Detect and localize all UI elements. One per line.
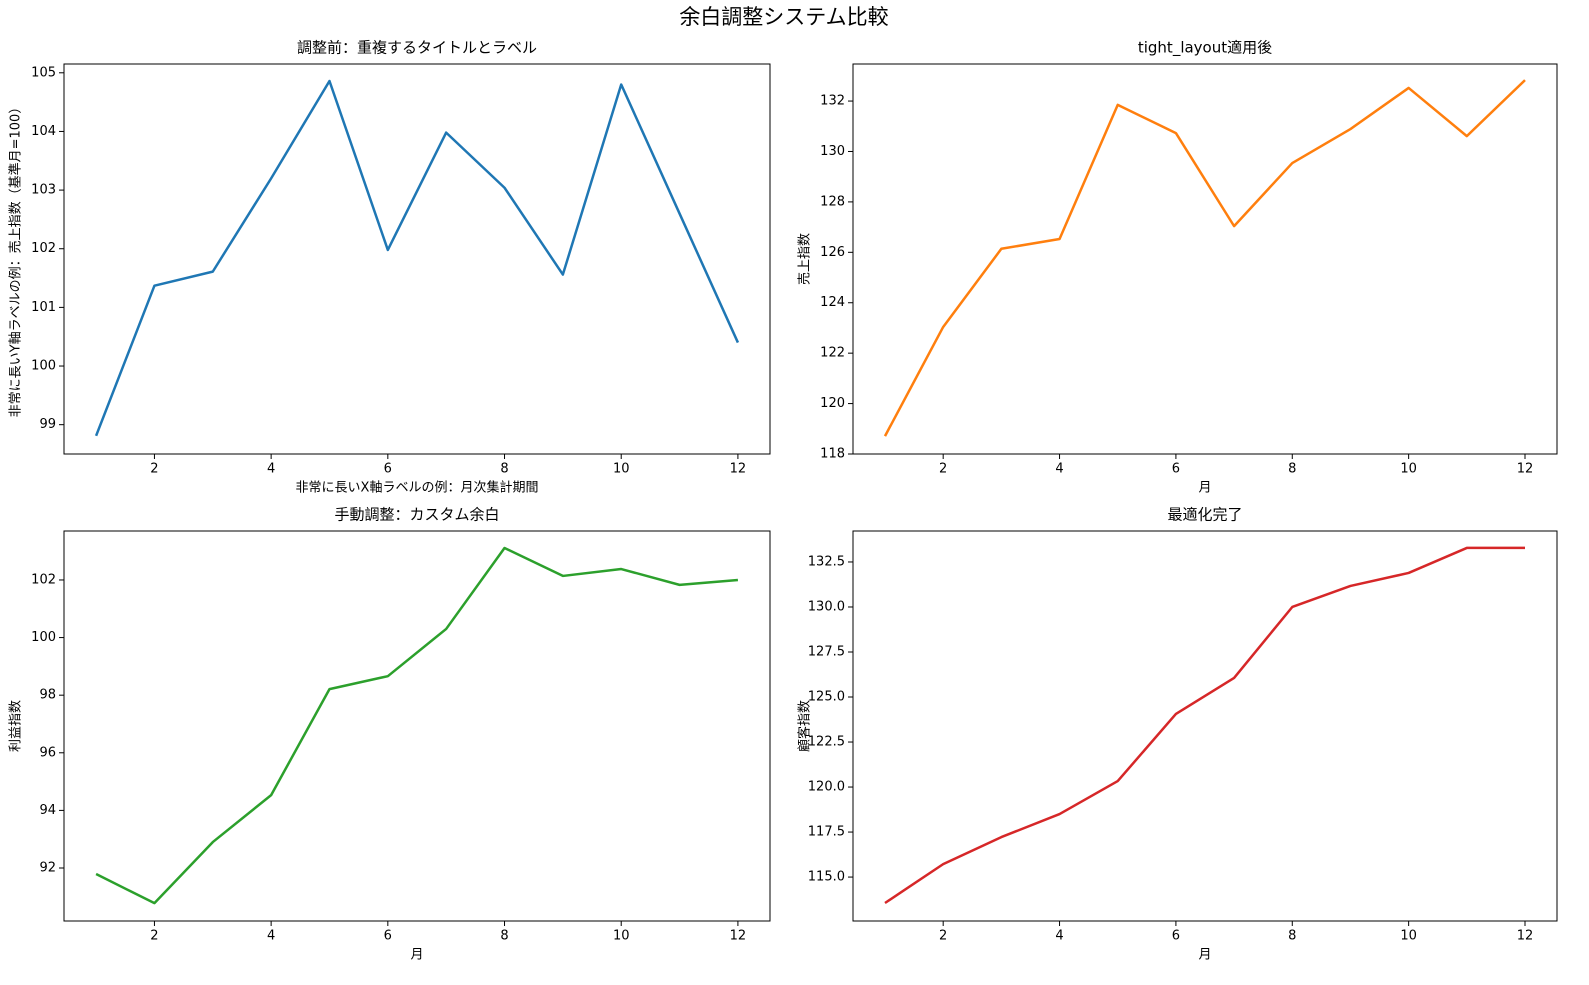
- y-tick-label: 94: [39, 803, 56, 818]
- y-tick-label: 128: [820, 194, 845, 209]
- x-axis-label: 月: [1198, 948, 1211, 963]
- y-tick-label: 122: [820, 346, 845, 361]
- y-axis-label: 非常に長いY軸ラベルの例：売上指数（基準月=100）: [8, 101, 24, 418]
- y-tick-label: 115.0: [808, 870, 845, 885]
- x-tick-label: 4: [1055, 929, 1063, 944]
- y-tick-label: 122.5: [808, 735, 845, 750]
- y-tick-label: 100: [31, 359, 56, 374]
- y-tick-label: 124: [820, 295, 845, 310]
- y-tick-label: 130: [820, 144, 845, 159]
- x-tick-label: 2: [939, 462, 947, 477]
- x-tick-label: 4: [1055, 462, 1063, 477]
- y-axis-label: 利益指数: [9, 700, 24, 752]
- x-tick-label: 6: [1172, 462, 1180, 477]
- chart-title: 最適化完了: [1167, 506, 1242, 524]
- y-tick-label: 102: [31, 572, 56, 587]
- plot-frame: [63, 530, 771, 922]
- y-tick-label: 118: [820, 447, 845, 462]
- x-tick-label: 12: [1517, 929, 1534, 944]
- x-tick-label: 4: [267, 929, 275, 944]
- y-tick-label: 99: [39, 417, 56, 432]
- data-line: [94, 79, 740, 437]
- y-tick-label: 105: [31, 65, 56, 80]
- y-tick-label: 132.5: [808, 554, 845, 569]
- x-axis-label: 非常に長いX軸ラベルの例：月次集計期間: [296, 480, 539, 496]
- x-tick-label: 8: [500, 462, 508, 477]
- x-tick-label: 4: [267, 462, 275, 477]
- x-axis-label: 月: [410, 948, 423, 963]
- x-tick-label: 6: [384, 462, 392, 477]
- y-tick-label: 130.0: [808, 599, 845, 614]
- x-axis-label: 月: [1198, 481, 1211, 496]
- y-tick-label: 132: [820, 94, 845, 109]
- x-tick-label: 2: [150, 462, 158, 477]
- y-axis-label: 売上指数: [797, 233, 813, 285]
- x-tick-label: 12: [730, 929, 747, 944]
- y-tick-label: 102: [31, 241, 56, 256]
- x-tick-label: 2: [939, 929, 947, 944]
- chart-title: 調整前：重複するタイトルとラベル: [297, 39, 537, 57]
- x-tick-label: 8: [1288, 462, 1296, 477]
- y-tick-label: 98: [39, 688, 56, 703]
- chart-title: 手動調整：カスタム余白: [334, 506, 499, 524]
- y-tick-label: 104: [31, 124, 56, 139]
- y-tick-label: 127.5: [808, 644, 845, 659]
- plot-frame: [63, 63, 771, 455]
- y-tick-label: 125.0: [808, 690, 845, 705]
- plot-frame: [852, 63, 1558, 455]
- y-axis-label: 顧客指数: [797, 700, 813, 752]
- y-tick-label: 126: [820, 245, 845, 260]
- data-line: [95, 546, 739, 905]
- x-tick-label: 12: [1517, 462, 1534, 477]
- plot-frame: [852, 530, 1558, 922]
- y-tick-label: 120: [820, 396, 845, 411]
- x-tick-label: 6: [384, 929, 392, 944]
- x-tick-label: 10: [613, 462, 630, 477]
- y-tick-label: 100: [31, 630, 56, 645]
- x-tick-label: 6: [1172, 929, 1180, 944]
- y-tick-label: 120.0: [808, 780, 845, 795]
- y-tick-label: 92: [39, 861, 56, 876]
- x-tick-label: 10: [1400, 462, 1417, 477]
- y-tick-label: 117.5: [808, 825, 845, 840]
- figure-title: 余白調整システム比較: [679, 5, 888, 29]
- data-line: [884, 546, 1525, 905]
- data-line: [883, 79, 1526, 437]
- x-tick-label: 8: [500, 929, 508, 944]
- y-tick-label: 101: [31, 300, 56, 315]
- x-tick-label: 12: [730, 462, 747, 477]
- x-tick-label: 2: [150, 929, 158, 944]
- x-tick-label: 10: [613, 929, 630, 944]
- y-tick-label: 96: [39, 745, 56, 760]
- x-tick-label: 10: [1400, 929, 1417, 944]
- y-tick-label: 103: [31, 183, 56, 198]
- x-tick-label: 8: [1288, 929, 1296, 944]
- chart-title: tight_layout適用後: [1138, 39, 1272, 58]
